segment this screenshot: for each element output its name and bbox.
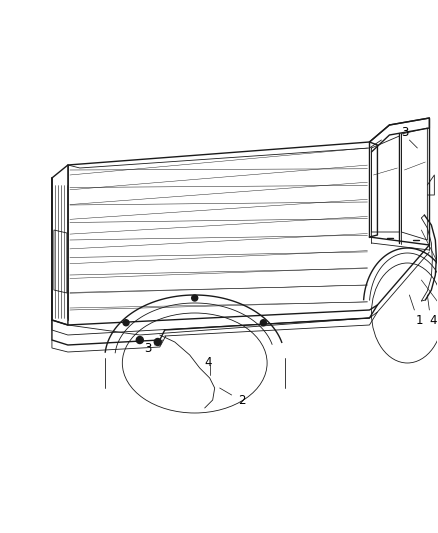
Circle shape (136, 336, 143, 343)
Text: 2: 2 (238, 393, 245, 407)
Text: 4: 4 (204, 356, 212, 368)
Text: 3: 3 (144, 342, 152, 354)
Circle shape (192, 295, 198, 301)
Text: 1: 1 (416, 313, 423, 327)
Circle shape (154, 338, 161, 345)
Circle shape (123, 320, 129, 326)
Circle shape (260, 320, 266, 326)
Text: 3: 3 (401, 126, 408, 140)
Text: 4: 4 (430, 313, 437, 327)
